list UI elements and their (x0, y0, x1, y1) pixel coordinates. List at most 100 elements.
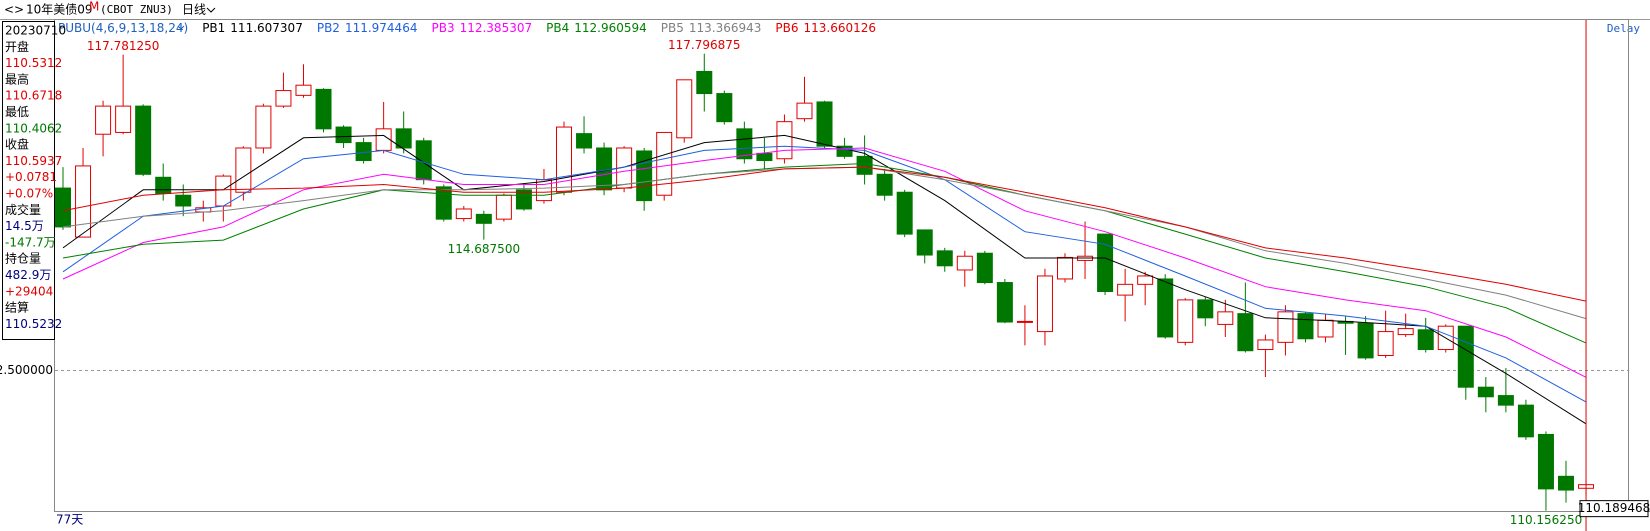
candle-body (696, 70, 713, 95)
legend: PUBU(4,6,9,13,18,24) PB1 111.607307 PB2 111.… (58, 21, 876, 35)
candle-body (415, 140, 432, 181)
candle-body (495, 194, 512, 220)
candle-body (836, 145, 853, 157)
candle-body (996, 282, 1013, 323)
candle-body (716, 93, 733, 123)
candle-body (1317, 319, 1334, 338)
title-mark: M (89, 0, 99, 14)
candle-body (956, 255, 973, 271)
delay-label: Delay (1607, 22, 1640, 35)
info-row: 482.9万 (5, 268, 51, 282)
info-row: 持仓量 (5, 251, 41, 266)
candle-body (435, 186, 452, 220)
candle-body (1217, 311, 1234, 325)
candle-body (235, 147, 252, 193)
period-selector[interactable]: 日线 (182, 3, 206, 17)
legend-value: 113.660126 (804, 21, 877, 35)
candle-body (1457, 325, 1474, 388)
candle-body (335, 126, 352, 144)
candle-body (1397, 328, 1414, 336)
info-row: +0.0781 (5, 170, 57, 184)
candle-body (976, 252, 993, 284)
candle-body (475, 213, 492, 224)
period-chevron[interactable] (206, 7, 216, 13)
days-label: 77天 (56, 513, 83, 527)
candle-body (95, 105, 112, 135)
legend-name: PB1 (202, 21, 225, 35)
info-row: 110.4062 (5, 121, 62, 135)
info-row: 最高 (5, 71, 29, 86)
info-row: 14.5万 (5, 219, 44, 233)
candle-body (1558, 475, 1574, 491)
candle-body (1477, 386, 1494, 398)
candle-body (515, 189, 532, 210)
y-tick-label: 112.500000 (0, 363, 53, 377)
candle-body (275, 90, 292, 107)
candle-body (1237, 313, 1254, 352)
candle-body (55, 187, 71, 228)
candle-body (1197, 299, 1214, 319)
candle-body (916, 229, 933, 256)
ma-line (62, 145, 1587, 403)
instrument-title[interactable]: 10年美债09 (26, 3, 93, 17)
candle-body (295, 84, 312, 96)
price-annotation: 117.781250 (87, 39, 160, 53)
candle-body (936, 250, 953, 267)
indicator-chevron (177, 25, 185, 30)
price-annotation: 117.796875 (668, 38, 741, 52)
candle-body (1537, 433, 1554, 490)
candle-body (876, 173, 893, 196)
candle-body (816, 101, 833, 147)
candle-body (1297, 313, 1314, 340)
price-annotation: 114.687500 (448, 242, 521, 256)
candle-body (315, 88, 332, 130)
legend-name: PB5 (661, 21, 684, 35)
candle-body (175, 194, 192, 207)
candle-body (375, 128, 392, 151)
legend-name: PB4 (546, 21, 569, 35)
candle-body (455, 208, 472, 220)
legend-name: PB3 (431, 21, 454, 35)
candle-body (1137, 275, 1154, 285)
last-price-label: 110.189468 (1578, 501, 1650, 515)
ma-line (62, 166, 1587, 302)
candle-body (115, 105, 132, 133)
ma-line (62, 134, 1587, 425)
candle-body (1157, 278, 1174, 338)
info-row: +0.07% (5, 187, 53, 201)
info-row: 110.5232 (5, 317, 62, 331)
candle-body (776, 121, 793, 160)
candle-body (756, 152, 773, 162)
candle-body (596, 147, 613, 191)
info-row: 结算 (5, 300, 29, 315)
legend-value: 113.366943 (689, 21, 762, 35)
info-row: 110.5937 (5, 154, 62, 168)
price-annotation: 110.156250 (1510, 513, 1583, 527)
candle-body (535, 179, 552, 202)
candle-body (896, 191, 913, 235)
candle-body (1517, 404, 1534, 438)
candle-body (636, 150, 653, 202)
info-row: -147.7万 (5, 235, 56, 249)
legend-value: 112.960594 (574, 21, 647, 35)
candle-body (215, 175, 232, 207)
candle-body (255, 105, 272, 149)
info-row: 110.5312 (5, 56, 62, 70)
candle-body (656, 131, 673, 196)
candle-body (676, 79, 693, 139)
legend-value: 111.974464 (345, 21, 418, 35)
candle-body (1257, 339, 1274, 351)
candle-body (576, 133, 593, 149)
candle-body (856, 155, 873, 175)
legend-value: 111.607307 (230, 21, 303, 35)
legend-indicator: PUBU(4,6,9,13,18,24) (58, 21, 188, 35)
candle-body (395, 128, 412, 149)
legend-name: PB2 (317, 21, 340, 35)
legend-name: PB6 (775, 21, 798, 35)
back-icon[interactable]: <> (4, 3, 24, 17)
info-row: +29404 (5, 284, 53, 298)
legend-value: 112.385307 (460, 21, 533, 35)
